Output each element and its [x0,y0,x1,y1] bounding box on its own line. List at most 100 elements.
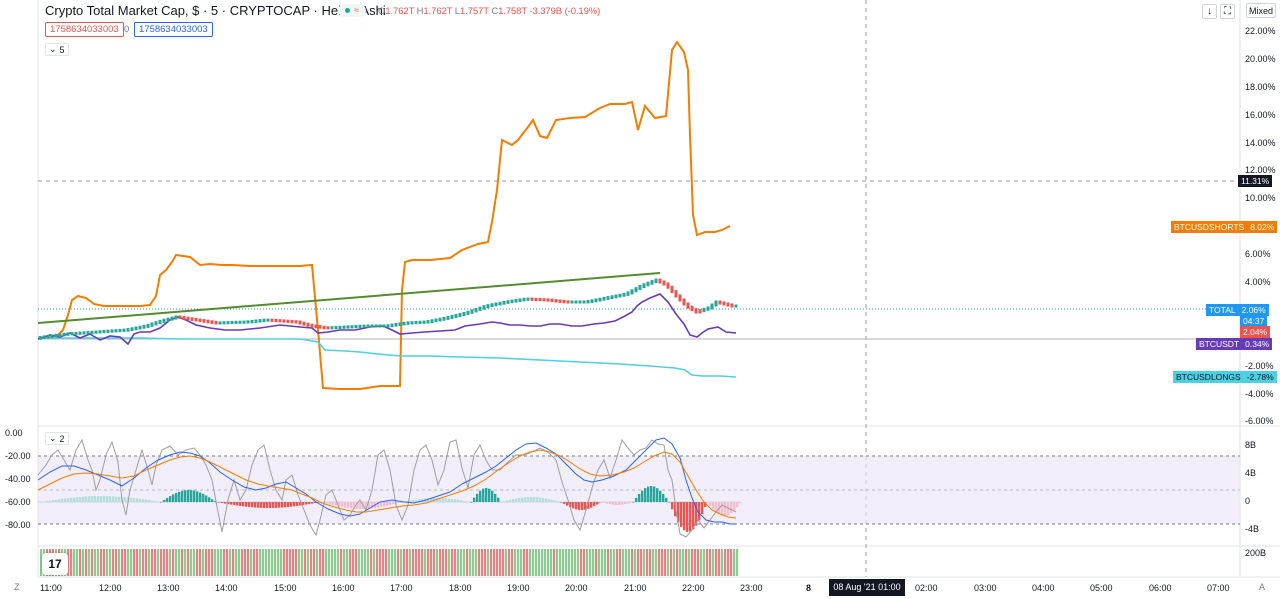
volume-bar [73,549,76,576]
candle [674,290,678,298]
candle [470,309,474,314]
histogram-bar [239,502,242,506]
histogram-bar [451,498,454,502]
crosshair-price-tag: 11.31% [1238,175,1273,187]
volume-bar [508,549,511,576]
candle [250,319,254,324]
osc-left-tick: -40.00 [5,474,31,484]
candle [562,299,566,304]
zoom-reset-button[interactable]: Z [14,582,20,592]
histogram-bar [445,498,448,502]
candle [494,302,498,307]
osc-right-tick: 8B [1245,440,1257,450]
volume-bar [604,549,607,576]
volume-bar [409,549,412,576]
scale-mode-button[interactable]: Mixed [1246,3,1276,18]
collapse-indicators-button[interactable]: ⌄ 5 [45,43,69,56]
volume-bar [607,549,610,576]
volume-bar [370,549,373,576]
symbol-title[interactable]: Crypto Total Market Cap, $ · 5 · CRYPTOC… [45,3,386,18]
histogram-bar [91,496,94,502]
histogram-bar [43,501,46,503]
histogram-bar [383,502,386,507]
collapse-oscillator-button[interactable]: ⌄ 2 [45,432,69,445]
histogram-bar [218,502,221,503]
histogram-bar [130,497,133,502]
volume-bar [412,549,415,576]
candle [146,323,150,328]
volume-bar [79,549,82,576]
volume-bar [415,549,418,576]
histogram-bar [563,502,566,504]
candle [118,328,122,333]
volume-bar [676,549,679,576]
candle [62,332,66,337]
market-status-badge[interactable]: ≈ [338,4,366,17]
candle [46,334,50,339]
volume-bar [646,549,649,576]
volume-bar [526,549,529,576]
histogram-bar [139,498,142,502]
volume-bar [631,549,634,576]
volume-bar [505,549,508,576]
osc-left-tick: -20.00 [5,451,31,461]
histogram-bar [248,502,251,508]
histogram-bar [482,488,485,502]
histogram-bar [251,502,254,508]
gray-oscillator-line [37,438,737,538]
histogram-bar [466,501,469,502]
volume-bar [235,549,238,576]
histogram-bar [242,502,245,507]
time-label: 14:00 [215,583,238,593]
candle [698,309,702,314]
histogram-bar [621,502,624,505]
volume-bar [139,549,142,576]
fullscreen-button[interactable]: ⛶ [1220,4,1235,19]
last-price-tag: 2.04% [1240,326,1271,338]
volume-bar [610,549,613,576]
histogram-bar [412,499,415,502]
histogram-bar [263,502,266,508]
histogram-bar [721,502,724,516]
indicator-input-blue[interactable]: 1758634033003 [134,22,213,37]
histogram-bar [454,499,457,502]
histogram-bar [551,499,554,502]
volume-bar [82,549,85,576]
histogram-bar [82,496,85,502]
histogram-bar [290,502,293,507]
candle [414,321,418,325]
candle [430,319,434,324]
oscillator-count: 2 [59,433,65,444]
volume-bar [454,549,457,576]
histogram-bar [299,502,302,506]
tradingview-logo-icon[interactable]: 17 [42,553,68,575]
histogram-bar [151,500,154,502]
histogram-bar [612,502,615,505]
volume-bar [529,549,532,576]
histogram-bar [695,502,698,526]
histogram-bar [506,500,509,502]
candle [38,335,42,340]
volume-bar [238,549,241,576]
histogram-bar [287,502,290,508]
move-down-button[interactable]: ↓ [1202,4,1217,19]
volume-bar [706,549,709,576]
volume-bar [271,549,274,576]
histogram-bar [178,491,181,502]
histogram-bar [380,502,383,507]
histogram-bar [644,488,647,502]
volume-bar [616,549,619,576]
histogram-bar [406,500,409,502]
indicator-input-red[interactable]: 1758634033003 [45,22,124,37]
histogram-bar [618,502,621,505]
candle [582,300,586,304]
histogram-bar [356,502,359,509]
volume-bar [652,549,655,576]
volume-bar [103,549,106,576]
histogram-bar [302,502,305,506]
auto-scale-button[interactable]: A [1259,582,1266,592]
volume-bar [265,549,268,576]
candle [542,298,546,302]
volume-bar [301,549,304,576]
